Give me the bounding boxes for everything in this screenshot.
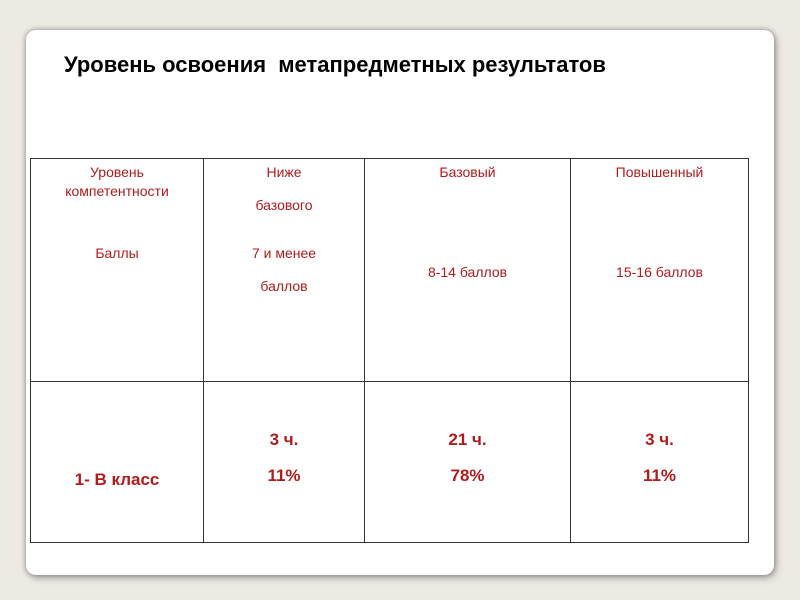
class-label: 1- В класс bbox=[74, 470, 160, 489]
header-below-line1: Ниже bbox=[266, 164, 302, 180]
header-advanced-points: 15-16 баллов bbox=[616, 264, 703, 280]
below-base-percent: 11% bbox=[267, 466, 301, 485]
advanced-result-cell: 3 ч. 11% bbox=[570, 381, 749, 543]
header-cell-base: Базовый 8-14 баллов bbox=[364, 158, 571, 382]
results-table: Уровень компетентности Баллы Ниже базово… bbox=[30, 158, 749, 543]
header-advanced-level: Повышенный bbox=[615, 164, 704, 180]
base-percent: 78% bbox=[450, 466, 485, 485]
table-row: 1- В класс 3 ч. 11% 21 ч. 78% 3 ч. 11% bbox=[30, 381, 749, 543]
advanced-percent: 11% bbox=[642, 466, 677, 485]
header-base-level: Базовый bbox=[439, 164, 496, 180]
below-base-result-cell: 3 ч. 11% bbox=[203, 381, 365, 543]
header-competence-line2: компетентности bbox=[65, 183, 169, 199]
slide-title: Уровень освоения метапредметных результа… bbox=[64, 52, 606, 77]
header-competence-line1: Уровень bbox=[90, 164, 144, 180]
below-base-count: 3 ч. bbox=[269, 430, 299, 449]
header-below-points-line2: баллов bbox=[260, 278, 308, 294]
advanced-count: 3 ч. bbox=[645, 430, 674, 449]
header-cell-advanced: Повышенный 15-16 баллов bbox=[570, 158, 749, 382]
header-base-points: 8-14 баллов bbox=[427, 264, 508, 280]
header-below-line2: базового bbox=[255, 197, 313, 213]
base-count: 21 ч. bbox=[448, 430, 487, 449]
class-cell: 1- В класс bbox=[30, 381, 204, 543]
header-below-points-line1: 7 и менее bbox=[251, 245, 317, 261]
table-header-row: Уровень компетентности Баллы Ниже базово… bbox=[30, 158, 749, 382]
base-result-cell: 21 ч. 78% bbox=[364, 381, 571, 543]
header-cell-below-base: Ниже базового 7 и менее баллов bbox=[203, 158, 365, 382]
header-cell-competence: Уровень компетентности Баллы bbox=[30, 158, 204, 382]
header-points-label: Баллы bbox=[95, 245, 139, 261]
